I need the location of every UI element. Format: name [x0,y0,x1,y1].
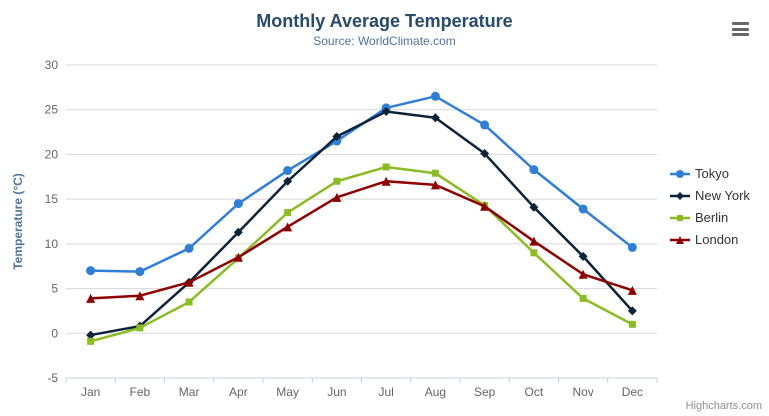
y-axis-label: -5 [47,371,58,385]
y-axis-label: 25 [45,103,59,117]
marker-square [579,294,587,302]
chart-subtitle: Source: WorldClimate.com [313,34,456,48]
x-axis-label: Jan [81,385,100,399]
marker-square [333,177,341,185]
series-line-tokyo [89,95,634,273]
series-line-berlin [89,165,634,343]
marker-square [185,298,193,306]
x-axis-label: Dec [622,385,643,399]
hamburger-icon [732,22,749,25]
marker-circle [529,165,539,175]
legend-label: London [695,232,739,247]
marker-circle [627,242,637,252]
legend-item-london[interactable]: London [670,232,768,248]
y-axis-label: 0 [51,326,58,340]
legend-label: Tokyo [695,166,729,181]
marker-circle [430,91,440,101]
marker-square [677,215,683,221]
marker-circle [578,204,588,214]
marker-triangle [332,192,342,202]
marker-triangle [578,269,588,279]
marker-diamond [86,330,96,340]
x-axis-label: Apr [229,385,248,399]
marker-diamond [283,176,293,186]
marker-diamond [332,132,342,142]
x-axis-label: Aug [425,385,446,399]
marker-square [382,163,390,171]
marker-square [530,249,538,257]
legend-marker-diamond-icon [670,192,690,200]
x-axis-label: Oct [525,385,544,399]
marker-triangle [676,236,684,244]
series-new-york [86,107,637,340]
marker-circle [184,243,194,253]
y-axis-label: 15 [45,192,59,206]
marker-triangle [430,180,440,190]
x-axis-label: Mar [179,385,200,399]
legend-marker-triangle-icon [670,236,690,244]
x-axis-label: Nov [572,385,593,399]
marker-circle [480,120,490,130]
marker-circle [283,166,293,176]
marker-triangle [86,293,96,303]
marker-diamond [578,251,588,261]
legend-marker-circle-icon [670,170,690,178]
y-axis-label: 20 [45,147,59,161]
series-tokyo [86,91,637,277]
marker-square [431,169,439,177]
y-axis-label: 5 [51,282,58,296]
marker-diamond [430,113,440,123]
chart-title: Monthly Average Temperature [256,11,513,31]
x-axis-label: Jul [378,385,393,399]
legend-label: Berlin [695,210,729,225]
marker-square [284,209,292,217]
export-menu-button[interactable] [732,22,750,36]
x-axis-label: Feb [130,385,151,399]
marker-circle [233,199,243,209]
series-line-new-york [89,110,634,337]
marker-triangle [283,222,293,232]
y-axis-title: Temperature (°C) [11,173,25,270]
marker-circle [86,266,96,276]
marker-circle [135,267,145,277]
marker-square [628,320,636,328]
marker-triangle [184,277,194,287]
marker-triangle [529,236,539,246]
hamburger-icon [732,27,749,31]
hamburger-icon [732,33,749,36]
marker-circle [676,170,684,178]
marker-square [87,337,95,345]
x-axis-label: May [276,385,299,399]
marker-triangle [480,201,490,211]
y-axis-label: 10 [45,237,59,251]
marker-triangle [381,176,391,186]
x-axis-label: Jun [327,385,346,399]
legend-label: New York [695,188,750,203]
marker-triangle [233,252,243,262]
credits-link[interactable]: Highcharts.com [685,400,762,412]
y-axis-label: 30 [45,58,59,72]
marker-diamond [233,227,243,237]
legend-item-new-york[interactable]: New York [670,188,768,204]
x-axis-label: Sep [474,385,496,399]
series-line-london [89,180,634,300]
marker-diamond [480,149,490,159]
marker-diamond [529,202,539,212]
legend: Tokyo New York Berlin London [670,166,768,248]
legend-item-berlin[interactable]: Berlin [670,210,768,226]
legend-marker-square-icon [670,215,690,221]
marker-triangle [627,285,637,295]
marker-diamond [627,306,637,316]
marker-diamond [676,192,684,200]
marker-diamond [381,107,391,117]
series-london [86,176,637,303]
legend-item-tokyo[interactable]: Tokyo [670,166,768,182]
marker-square [136,324,144,332]
marker-triangle [135,291,145,301]
